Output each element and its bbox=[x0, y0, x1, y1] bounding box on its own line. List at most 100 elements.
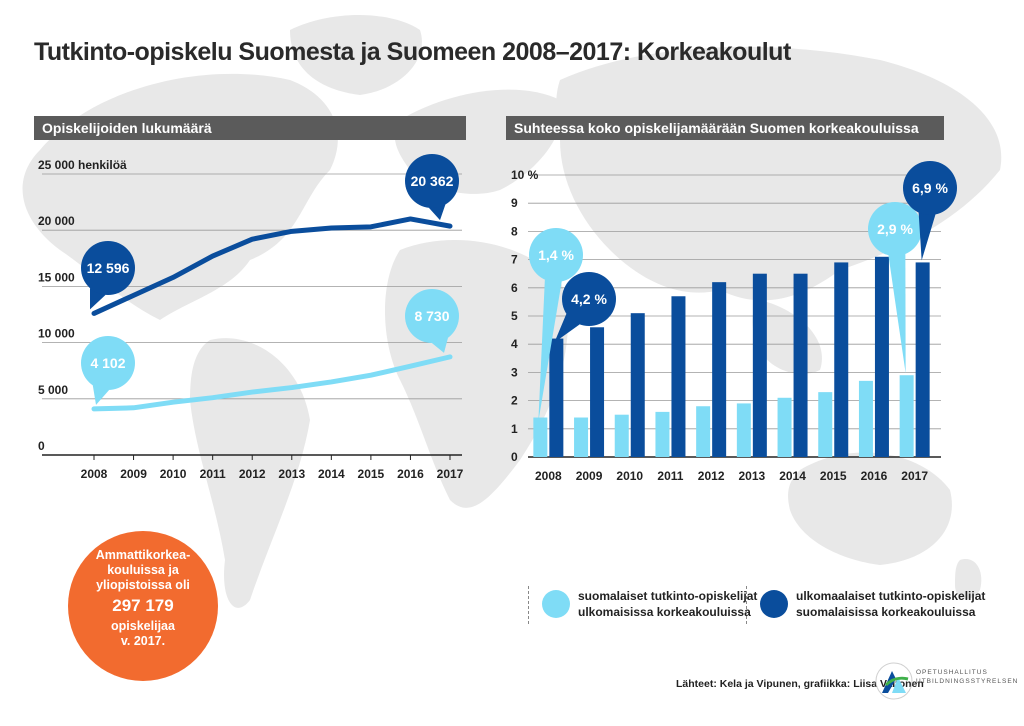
bar-dark bbox=[671, 296, 686, 457]
x-tick-label: 2009 bbox=[576, 469, 603, 483]
y-tick-label: 10 % bbox=[511, 168, 539, 182]
start-value-bubble-light-label: 4 102 bbox=[90, 355, 125, 371]
start-value-bubble-light: 4 102 bbox=[81, 336, 135, 405]
legend-label-1a: suomalaiset tutkinto-opiskelijat bbox=[578, 589, 758, 603]
x-tick-label: 2010 bbox=[160, 467, 187, 481]
bar-dark bbox=[834, 262, 849, 457]
x-tick-label: 2013 bbox=[738, 469, 765, 483]
end-value-bubble-light-circle bbox=[405, 289, 459, 343]
end-value-bubble-dark-label: 6,9 % bbox=[912, 180, 948, 196]
y-tick-label: 15 000 bbox=[38, 270, 75, 284]
y-tick-label: 1 bbox=[511, 422, 518, 436]
start-value-bubble-dark: 4,2 % bbox=[554, 272, 616, 343]
end-value-bubble-dark: 6,9 % bbox=[903, 161, 957, 261]
bar-light bbox=[736, 403, 751, 457]
y-tick-label: 6 bbox=[511, 281, 518, 295]
end-value-bubble-light-tail bbox=[888, 253, 906, 374]
start-value-bubble-dark-circle bbox=[562, 272, 616, 326]
x-tick-label: 2012 bbox=[239, 467, 266, 481]
line-chart-title: Opiskelijoiden lukumäärä bbox=[34, 116, 466, 140]
x-tick-label: 2008 bbox=[535, 469, 562, 483]
bar-light bbox=[899, 375, 914, 457]
start-value-bubble-dark-label: 12 596 bbox=[87, 260, 130, 276]
end-value-bubble-light-label: 2,9 % bbox=[877, 221, 913, 237]
start-value-bubble-dark-label: 4,2 % bbox=[571, 291, 607, 307]
x-tick-label: 2014 bbox=[318, 467, 345, 481]
y-tick-label: 0 bbox=[511, 450, 518, 464]
y-tick-label: 3 bbox=[511, 365, 518, 379]
end-value-bubble-light: 2,9 % bbox=[868, 202, 922, 374]
y-tick-label: 25 000 henkilöä bbox=[38, 158, 127, 172]
bar-dark bbox=[712, 282, 727, 457]
bar-dark bbox=[630, 313, 645, 457]
legend-label-2a: ulkomaalaiset tutkinto-opiskelijat bbox=[796, 589, 986, 603]
x-tick-label: 2012 bbox=[698, 469, 725, 483]
x-tick-label: 2014 bbox=[779, 469, 806, 483]
highlight-line-3: yliopistoissa oli bbox=[96, 578, 190, 592]
logo-text: OPETUSHALLITUS UTBILDNINGSSTYRELSEN bbox=[916, 668, 1018, 686]
legend-label-1b: ulkomaisissa korkeakouluissa bbox=[578, 605, 751, 619]
y-tick-label: 9 bbox=[511, 196, 518, 210]
bar-dark bbox=[590, 327, 605, 457]
series-line-1 bbox=[91, 354, 453, 412]
end-value-bubble-dark-tail bbox=[428, 204, 446, 221]
bar-light bbox=[858, 380, 873, 457]
end-value-bubble-light: 8 730 bbox=[405, 289, 459, 353]
x-tick-label: 2016 bbox=[397, 467, 424, 481]
page-title: Tutkinto-opiskelu Suomesta ja Suomeen 20… bbox=[34, 38, 791, 66]
opetushallitus-logo bbox=[875, 662, 913, 700]
bar-light bbox=[777, 397, 792, 457]
series-line-0 bbox=[91, 216, 453, 316]
highlight-line-2: kouluissa ja bbox=[107, 563, 179, 577]
source-note: Lähteet: Kela ja Vipunen, grafiikka: Lii… bbox=[676, 678, 924, 690]
highlight-line-1: Ammattikorkea- bbox=[95, 548, 191, 562]
end-value-bubble-dark: 20 362 bbox=[405, 154, 459, 221]
y-tick-label: 4 bbox=[511, 337, 518, 351]
legend-dark-blue-swatch bbox=[760, 590, 788, 618]
x-tick-label: 2017 bbox=[901, 469, 928, 483]
end-value-bubble-light-circle bbox=[868, 202, 922, 256]
bar-light bbox=[655, 411, 670, 457]
x-tick-label: 2011 bbox=[657, 469, 683, 483]
x-tick-label: 2016 bbox=[861, 469, 888, 483]
legend-divider bbox=[528, 586, 529, 624]
end-value-bubble-dark-circle bbox=[405, 154, 459, 208]
x-tick-label: 2013 bbox=[278, 467, 305, 481]
end-value-bubble-light-label: 8 730 bbox=[414, 308, 449, 324]
legend-label-2b: suomalaisissa korkeakouluissa bbox=[796, 605, 976, 619]
legend-light-blue-swatch bbox=[542, 590, 570, 618]
bar-dark bbox=[915, 262, 930, 457]
bar-light bbox=[574, 417, 589, 457]
y-tick-label: 0 bbox=[38, 439, 45, 453]
start-value-bubble-dark-circle bbox=[81, 241, 135, 295]
start-value-bubble-light: 1,4 % bbox=[529, 228, 583, 422]
y-tick-label: 10 000 bbox=[38, 327, 75, 341]
x-tick-label: 2009 bbox=[120, 467, 147, 481]
x-tick-label: 2011 bbox=[200, 467, 226, 481]
start-value-bubble-dark: 12 596 bbox=[81, 241, 135, 310]
bar-light bbox=[818, 392, 833, 457]
highlight-line-5: v. 2017. bbox=[120, 634, 166, 648]
end-value-bubble-light-tail bbox=[431, 337, 449, 353]
y-tick-label: 20 000 bbox=[38, 214, 75, 228]
total-students-bubble: Ammattikorkea- kouluissa ja yliopistoiss… bbox=[68, 531, 218, 681]
y-tick-label: 7 bbox=[511, 253, 518, 267]
end-value-bubble-dark-circle bbox=[903, 161, 957, 215]
logo-line-1: OPETUSHALLITUS bbox=[916, 669, 988, 676]
bar-light bbox=[696, 406, 711, 457]
x-tick-label: 2010 bbox=[616, 469, 643, 483]
legend-item-foreign-in-finland: ulkomaalaiset tutkinto-opiskelijat suoma… bbox=[746, 586, 985, 626]
x-tick-label: 2008 bbox=[81, 467, 108, 481]
bar-dark bbox=[752, 273, 767, 457]
x-tick-label: 2015 bbox=[358, 467, 385, 481]
x-tick-label: 2017 bbox=[437, 467, 464, 481]
x-tick-label: 2015 bbox=[820, 469, 847, 483]
highlight-number: 297 179 bbox=[112, 596, 174, 615]
bar-dark bbox=[793, 273, 808, 457]
y-tick-label: 5 bbox=[511, 309, 518, 323]
end-value-bubble-dark-label: 20 362 bbox=[411, 173, 454, 189]
legend-divider bbox=[746, 586, 747, 624]
